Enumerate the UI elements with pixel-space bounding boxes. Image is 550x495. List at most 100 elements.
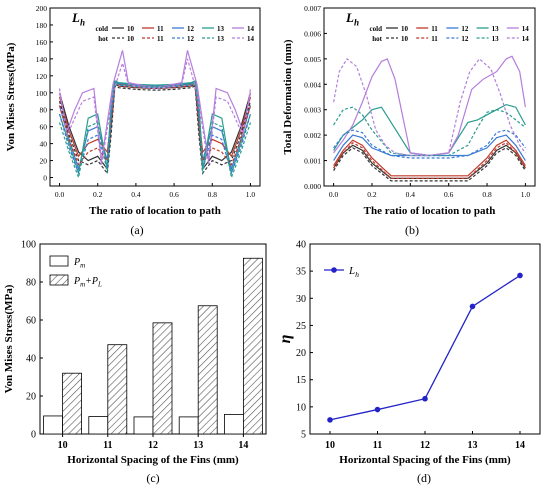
series-line bbox=[333, 139, 526, 177]
y-tick-label: 180 bbox=[36, 21, 48, 30]
legend-row-label: hot bbox=[98, 35, 108, 43]
y-tick-label: 200 bbox=[36, 4, 48, 13]
series-line bbox=[58, 80, 252, 172]
y-tick-label: 120 bbox=[36, 72, 48, 81]
y-axis-title: Von Mises Stress(MPa) bbox=[3, 284, 15, 393]
series-line bbox=[58, 58, 252, 165]
panel-label: (a) bbox=[130, 223, 143, 237]
y-tick-label: 10 bbox=[296, 402, 306, 413]
panel-label: (d) bbox=[417, 471, 431, 485]
y-tick-label: 0 bbox=[31, 430, 36, 441]
series-line bbox=[58, 82, 252, 176]
legend-value: 13 bbox=[217, 25, 225, 33]
y-tick-label: 140 bbox=[36, 55, 48, 64]
legend-swatch bbox=[49, 255, 69, 267]
y-tick-label: 40 bbox=[296, 240, 306, 251]
y-tick-label: 0.004 bbox=[304, 80, 321, 89]
legend-value: 12 bbox=[461, 35, 469, 43]
plot-frame bbox=[323, 7, 536, 187]
legend-value: 11 bbox=[157, 25, 164, 33]
x-tick-label: 14 bbox=[238, 440, 248, 451]
y-tick-label: 80 bbox=[26, 278, 36, 289]
y-tick-label: 0.001 bbox=[304, 157, 321, 166]
series-line bbox=[58, 50, 252, 161]
legend-value: 12 bbox=[187, 25, 195, 33]
plot-d bbox=[309, 243, 541, 435]
y-tick-label: 160 bbox=[36, 38, 48, 47]
x-tick-label: 10 bbox=[325, 440, 335, 451]
y-tick-label: 20 bbox=[26, 392, 36, 403]
y-tick-label: 30 bbox=[296, 294, 306, 305]
legend-label: Pm bbox=[73, 257, 85, 270]
y-tick-label: 15 bbox=[296, 375, 306, 386]
x-tick-label: 10 bbox=[58, 440, 68, 451]
y-tick-label: 0.002 bbox=[304, 131, 321, 140]
legend-value: 11 bbox=[431, 25, 438, 33]
data-point bbox=[469, 303, 476, 310]
bar-pm-pl bbox=[107, 344, 128, 435]
data-point bbox=[517, 272, 523, 279]
legend-value: 11 bbox=[157, 35, 164, 43]
x-tick-label: 0.2 bbox=[93, 190, 103, 199]
x-axis-title: The ratio of location to path bbox=[89, 205, 221, 217]
x-tick-label: 0.6 bbox=[169, 190, 179, 199]
x-tick-label: 12 bbox=[148, 440, 158, 451]
legend-value: 14 bbox=[522, 25, 530, 33]
bar-pm bbox=[43, 415, 63, 435]
legend-value: 11 bbox=[431, 35, 438, 43]
legend-label: Pm+PL bbox=[73, 276, 102, 289]
x-tick-label: 14 bbox=[515, 440, 525, 451]
bar-pm bbox=[223, 414, 244, 435]
y-tick-label: 0.000 bbox=[304, 182, 321, 191]
legend-swatch bbox=[49, 274, 69, 286]
x-tick-label: 0.8 bbox=[482, 190, 492, 199]
series-line bbox=[333, 147, 526, 182]
x-tick-label: 0.4 bbox=[406, 190, 416, 199]
series-line bbox=[333, 106, 526, 157]
legend-value: 10 bbox=[401, 25, 409, 33]
y-tick-label: 80 bbox=[40, 106, 48, 115]
y-tick-label: 0.003 bbox=[304, 106, 321, 115]
series-line bbox=[333, 144, 526, 179]
panel-label: (c) bbox=[146, 471, 159, 485]
y-tick-label: 20 bbox=[296, 348, 306, 359]
panel-label: (b) bbox=[405, 223, 419, 237]
x-axis-title: Horizontal Spacing of the Fins (mm) bbox=[67, 454, 239, 466]
x-tick-label: 0.2 bbox=[367, 190, 377, 199]
y-tick-label: 40 bbox=[40, 140, 48, 149]
series-line bbox=[333, 142, 526, 179]
legend-label: Lh bbox=[348, 265, 359, 279]
data-point bbox=[327, 417, 333, 423]
plot-a bbox=[49, 7, 261, 187]
data-point bbox=[422, 395, 428, 402]
legend-row-label: hot bbox=[372, 35, 382, 43]
legend-row-label: cold bbox=[370, 25, 383, 33]
y-tick-label: 35 bbox=[296, 267, 306, 278]
series-line bbox=[58, 85, 252, 175]
plot-c bbox=[39, 243, 267, 437]
y-tick-label: 0.007 bbox=[304, 4, 321, 13]
series-line bbox=[58, 83, 252, 167]
y-axis-title: Von Mises Stress(MPa) bbox=[5, 42, 17, 151]
legend-value: 13 bbox=[217, 35, 225, 43]
legend-title: Lh bbox=[345, 10, 359, 27]
x-tick-label: 1.0 bbox=[521, 190, 531, 199]
y-tick-label: 20 bbox=[40, 157, 48, 166]
x-tick-label: 0.0 bbox=[329, 190, 339, 199]
y-tick-label: 60 bbox=[40, 123, 48, 132]
y-tick-label: 100 bbox=[21, 240, 36, 251]
legend-value: 12 bbox=[461, 25, 469, 33]
y-tick-label: 25 bbox=[296, 321, 306, 332]
y-tick-label: 0 bbox=[43, 174, 47, 183]
legend-row-label: cold bbox=[96, 25, 109, 33]
bar-pm-pl bbox=[197, 305, 218, 435]
y-tick-label: 5 bbox=[301, 430, 306, 441]
plot-b bbox=[323, 7, 536, 187]
y-axis-title: Total Deformation (mm) bbox=[282, 39, 294, 154]
bar-pm bbox=[133, 416, 154, 435]
x-axis-title: The ratio of location to path bbox=[364, 205, 496, 217]
x-tick-label: 1.0 bbox=[246, 190, 256, 199]
bar-pm bbox=[88, 416, 109, 435]
y-tick-label: 0.005 bbox=[304, 55, 321, 64]
